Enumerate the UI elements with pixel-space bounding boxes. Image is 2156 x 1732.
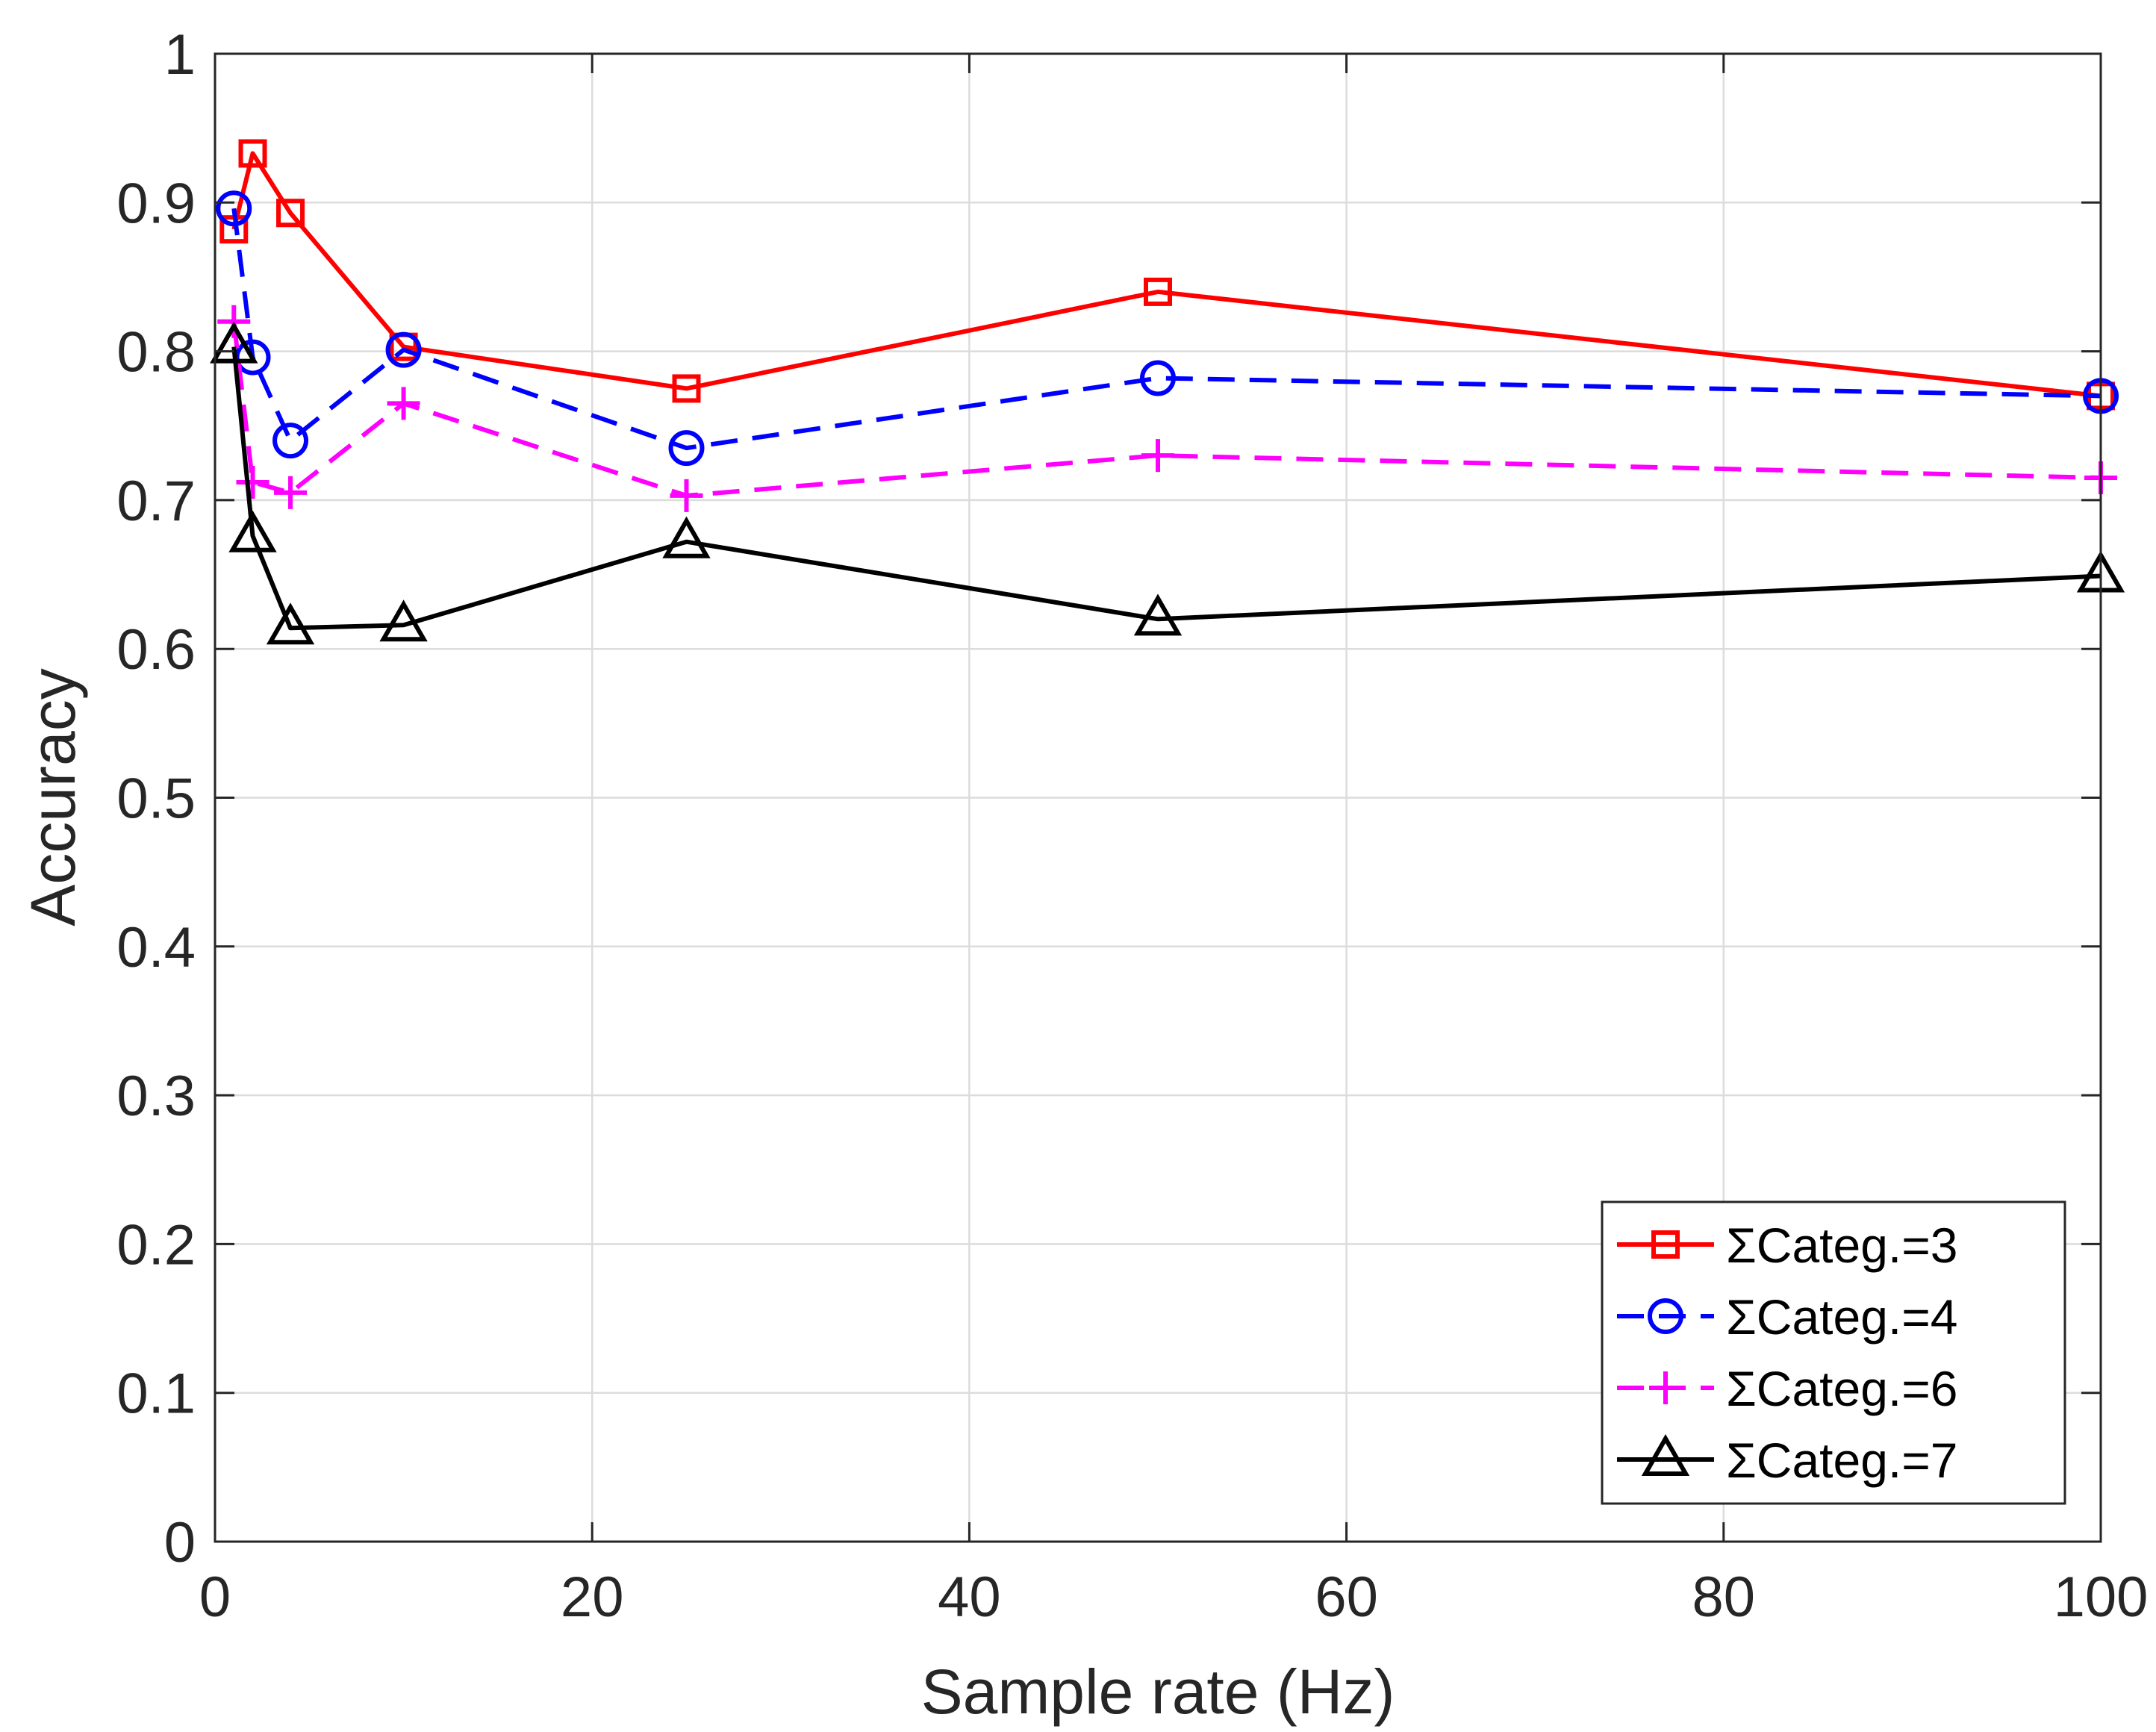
y-tick-label: 0.9 (116, 172, 196, 235)
legend-entry: ΣCateg.=6 (1617, 1361, 1958, 1416)
data-point (1141, 439, 1174, 473)
series-line (231, 151, 2102, 399)
x-axis-label: Sample rate (Hz) (921, 1657, 1395, 1727)
data-point (272, 423, 309, 459)
data-point (1133, 594, 1183, 636)
y-tick-label: 0.6 (116, 618, 196, 682)
data-point (266, 602, 315, 645)
data-point (1140, 360, 1176, 396)
legend-marker (1649, 1371, 1682, 1404)
data-point (210, 321, 258, 364)
legend-label: ΣCateg.=4 (1726, 1289, 1958, 1345)
y-tick-label: 0.2 (116, 1213, 196, 1277)
grid (215, 54, 2101, 1542)
x-tick-label: 20 (561, 1566, 624, 1629)
data-point (276, 199, 305, 228)
y-tick-label: 1 (164, 23, 196, 87)
x-tick-label: 80 (1692, 1566, 1756, 1629)
data-point (1144, 277, 1172, 306)
x-tick-label: 60 (1315, 1566, 1378, 1629)
legend-marker (1651, 1230, 1680, 1259)
data-point (216, 190, 252, 227)
legend-label: ΣCateg.=3 (1726, 1218, 1958, 1273)
data-point (662, 516, 711, 558)
y-tick-label: 0.1 (116, 1362, 196, 1426)
x-tick-label: 40 (938, 1566, 1001, 1629)
y-tick-label: 0.3 (116, 1065, 196, 1128)
legend: ΣCateg.=3 ΣCateg.=4 ΣCateg.=6 ΣCateg.=7 (1601, 1200, 2066, 1505)
data-point (274, 476, 308, 509)
y-axis-label: Accuracy (18, 668, 88, 926)
data-point (672, 374, 701, 403)
legend-entry: ΣCateg.=4 (1617, 1289, 1958, 1345)
series-line (231, 346, 2102, 631)
legend-marker (1641, 1433, 1690, 1476)
y-tick-label: 0.8 (116, 321, 196, 384)
y-tick-label: 0.7 (116, 470, 196, 533)
data-point (379, 599, 428, 642)
data-point (236, 465, 270, 499)
legend-marker (1648, 1298, 1683, 1334)
data-point (387, 387, 420, 420)
legend-entries: ΣCateg.=3 ΣCateg.=4 ΣCateg.=6 ΣCateg.=7 (1617, 1218, 1958, 1488)
data-point (670, 479, 703, 512)
x-tick-label: 0 (199, 1566, 231, 1629)
data-point (228, 510, 277, 552)
data-point (668, 430, 705, 467)
data-point (238, 139, 267, 168)
data-point (385, 331, 422, 368)
legend-entry: ΣCateg.=7 (1617, 1433, 1958, 1488)
legend-label: ΣCateg.=7 (1726, 1433, 1958, 1488)
y-tick-label: 0.4 (116, 916, 196, 979)
legend-entry: ΣCateg.=3 (1617, 1218, 1958, 1273)
y-tick-label: 0.5 (116, 767, 196, 831)
legend-label: ΣCateg.=6 (1726, 1361, 1958, 1416)
ticks: 0 20 40 60 80 100 0 0.1 0.2 0.3 0.4 0.5 0.6 0.7 0.8 0.9… (116, 23, 2148, 1629)
x-tick-label: 100 (2054, 1566, 2149, 1629)
y-tick-label: 0 (164, 1511, 196, 1574)
